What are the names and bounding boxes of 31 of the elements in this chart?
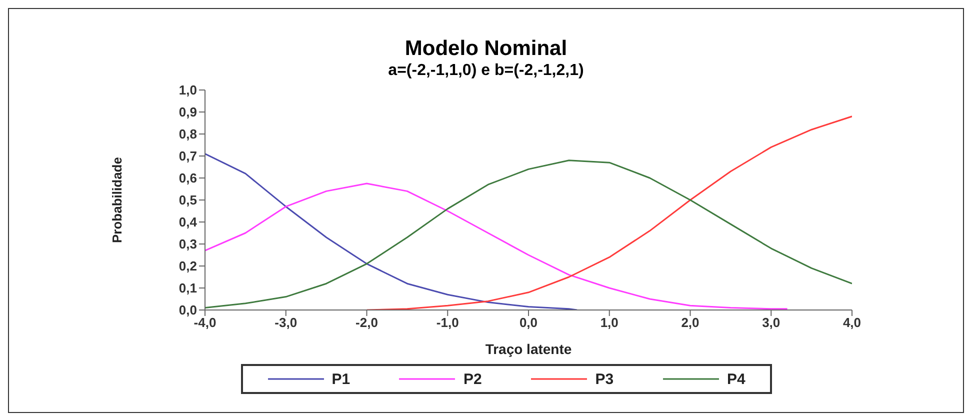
y-tick-label: 0,4 [178,214,198,230]
y-tick-label: 0,7 [178,148,197,164]
x-tick-label: 1,0 [600,315,618,330]
line-series [366,116,852,310]
legend-label: P2 [462,370,482,388]
chart-title: Modelo Nominal [404,37,568,61]
y-tick-label: 0,0 [178,302,197,318]
x-tick-label: -3,0 [274,315,298,330]
legend-label: P3 [594,370,614,388]
y-axis-title: Probabilidade [110,157,125,243]
y-tick-label: 0,1 [178,280,197,296]
x-tick-label: -2,0 [356,315,378,330]
x-tick-label: 3,0 [762,315,780,330]
x-axis-title: Traço latente [485,341,572,357]
y-tick-label: 0,8 [178,126,197,142]
x-tick-label: -1,0 [436,315,459,330]
line-series [205,182,788,310]
x-tick-label: 4,0 [842,315,862,330]
legend-label: P4 [726,370,746,388]
x-tick-label: 2,0 [681,315,700,330]
x-tick-label: -4,0 [194,315,216,330]
y-tick-label: 0,6 [178,170,197,186]
y-tick-label: 1,0 [178,82,197,98]
x-tick-label: 0,0 [519,315,538,330]
legend-label: P1 [330,370,350,388]
line-series [205,153,578,310]
y-tick-label: 0,3 [178,236,197,252]
chart-subtitle: a=(-2,-1,1,0) e b=(-2,-1,2,1) [387,61,585,81]
y-tick-label: 0,5 [178,192,197,208]
y-tick-label: 0,2 [178,258,197,274]
y-tick-label: 0,9 [178,104,197,120]
